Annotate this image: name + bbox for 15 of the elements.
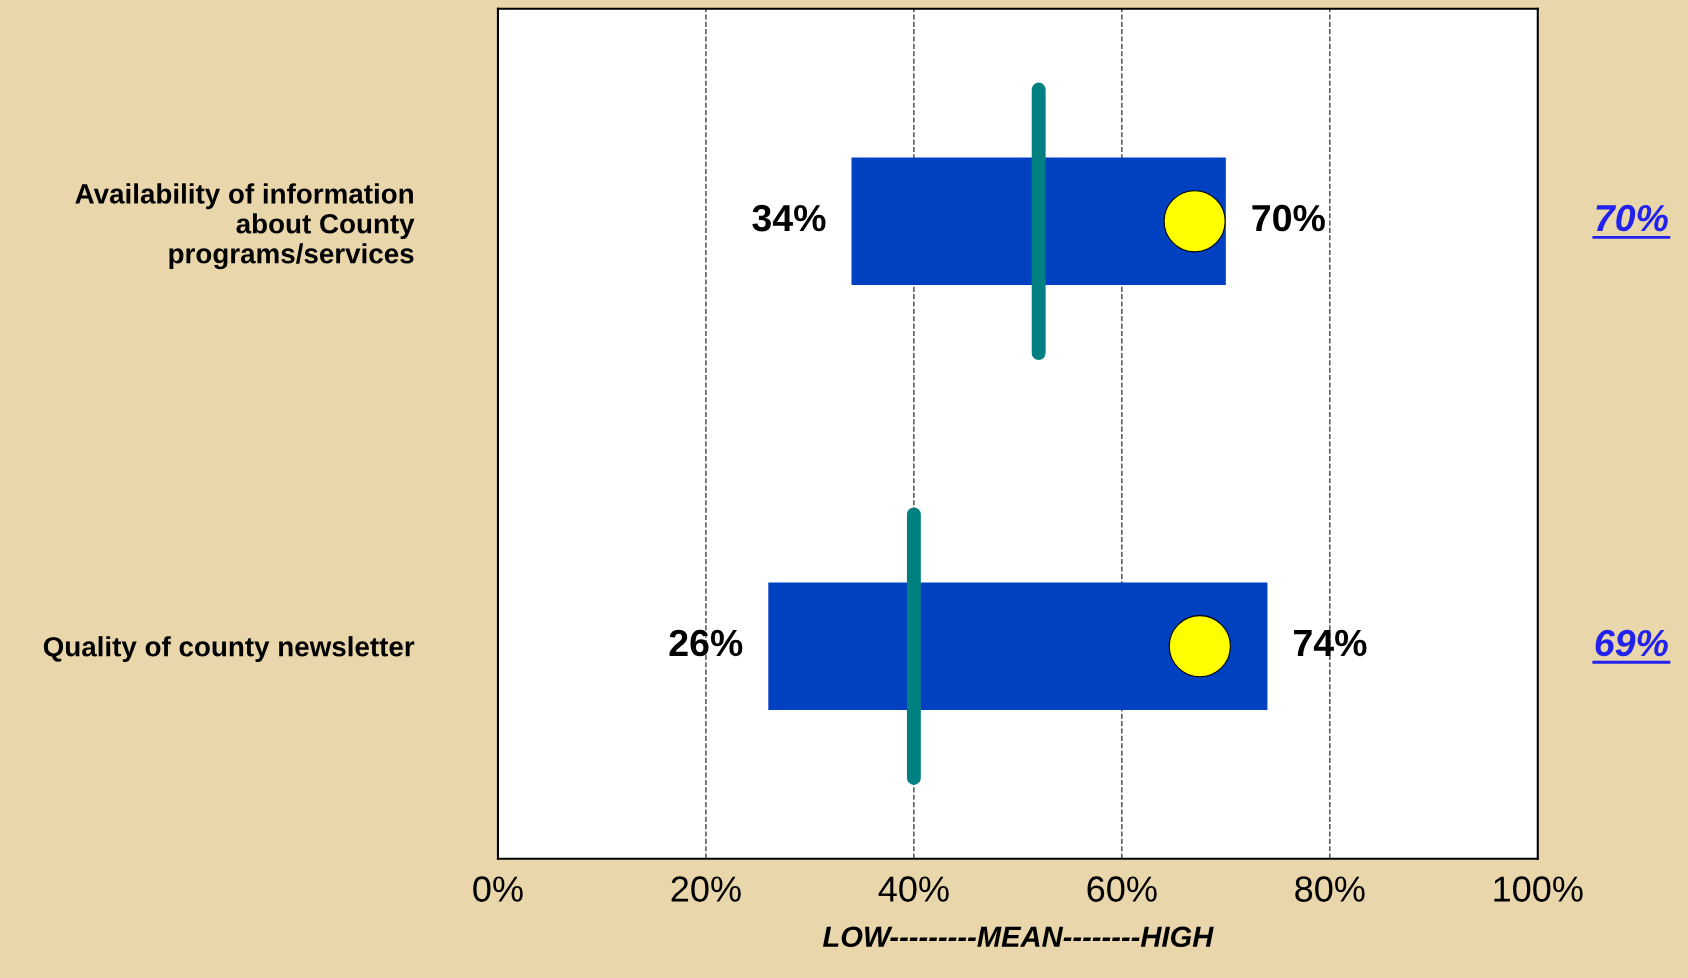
y-tick-label: Availability of information about County programs/services: [75, 183, 415, 270]
y-tick-label: Quality of county newsletter: [43, 636, 415, 663]
x-tick-label: 40%: [878, 876, 949, 902]
annotation: 34%: [752, 204, 826, 232]
x-tick-label: 0%: [473, 876, 523, 902]
text: 70%: [1596, 204, 1668, 232]
annotation: 74%: [1294, 629, 1367, 657]
annotation: 70%: [1252, 204, 1325, 232]
x-tick-label: 100%: [1494, 876, 1583, 902]
annotation: 26%: [669, 629, 743, 657]
x-tick-label: 80%: [1295, 876, 1365, 902]
x-axis-title: LOW---------MEAN--------HIGH: [822, 926, 1214, 948]
x-tick-label: 60%: [1087, 876, 1157, 902]
x-tick-label: 20%: [671, 876, 741, 902]
text: 69%: [1595, 629, 1668, 657]
